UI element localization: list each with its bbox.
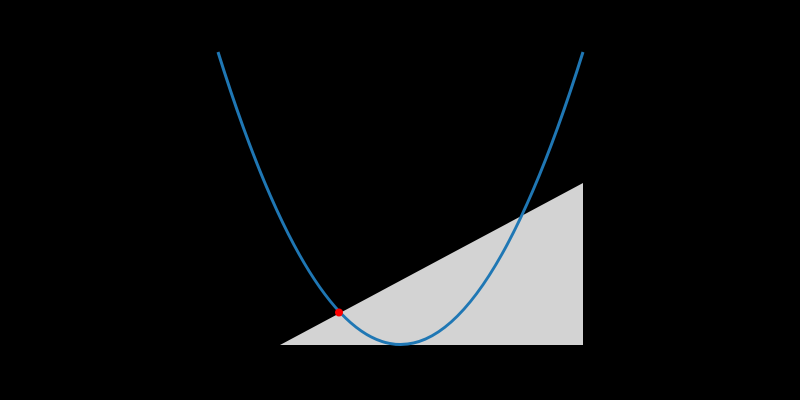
shaded-triangle	[280, 183, 583, 345]
intersection-point-dot	[335, 308, 343, 317]
parabola-curve	[216, 51, 585, 346]
